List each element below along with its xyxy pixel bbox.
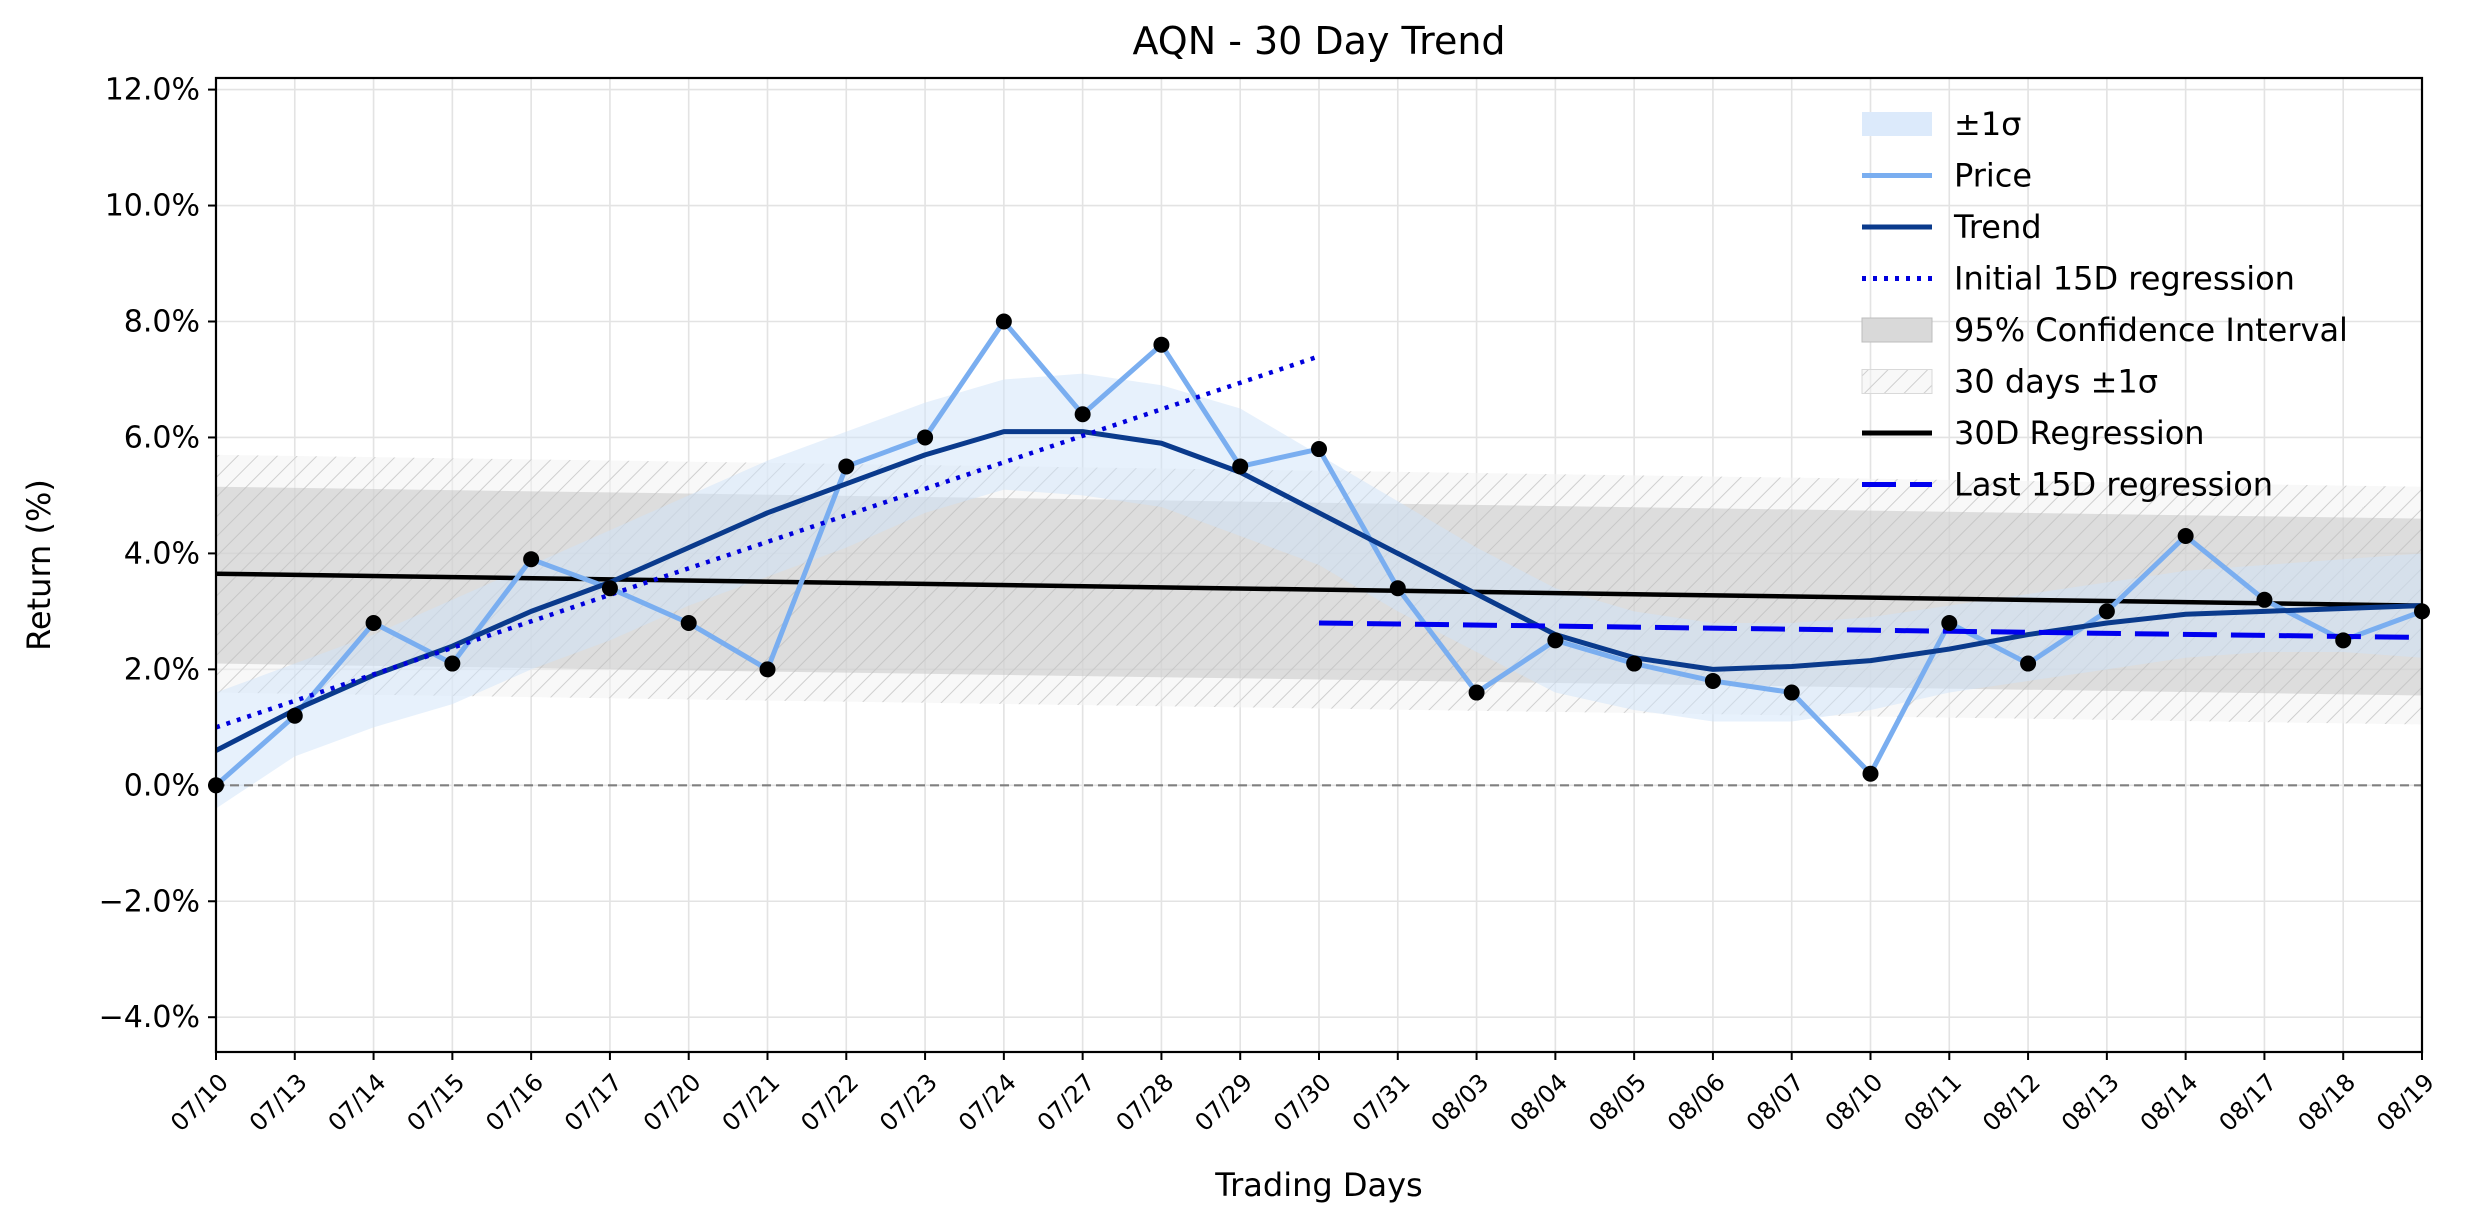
legend-swatch [1862,112,1932,136]
price-point [1468,684,1485,701]
price-point [1862,765,1879,782]
price-point [1153,336,1170,353]
legend-label: ±1σ [1954,105,2021,143]
price-point [601,580,618,597]
x-tick-label: 08/11 [1898,1068,1967,1137]
legend-label: 95% Confidence Interval [1954,311,2348,349]
x-tick-label: 08/17 [2214,1068,2283,1137]
price-point [1547,632,1564,649]
initial-15d-regression-line [216,354,1320,730]
price-point [2177,528,2194,545]
price-point [2335,632,2352,649]
x-tick-label: 08/13 [2056,1068,2125,1137]
legend-label: Last 15D regression [1954,466,2273,504]
legend: ±1σ Price Trend Initial 15D regression 95% C… [1861,105,2348,504]
price-point [680,614,697,631]
x-tick-label: 07/22 [795,1068,864,1137]
x-tick-label: 08/05 [1583,1068,1652,1137]
legend-label: 30D Regression [1954,414,2205,452]
legend-label: Price [1954,157,2032,195]
x-tick-label: 07/29 [1189,1068,1258,1137]
x-axis-label: Trading Days [1214,1166,1422,1204]
price-point [523,551,540,568]
x-tick-label: 08/07 [1741,1068,1810,1137]
legend-entry: Initial 15D regression [1862,260,2295,298]
y-tick-label: 2.0% [124,652,200,687]
x-tick-label: 07/24 [953,1068,1022,1137]
x-tick-label: 08/03 [1426,1068,1495,1137]
x-tick-label: 07/10 [165,1068,234,1137]
legend-entry: 30D Regression [1862,414,2205,452]
price-point [2256,591,2273,608]
y-tick-label: −2.0% [99,884,200,919]
price-point [286,707,303,724]
legend-entry: 30 days ±1σ [1861,363,2158,401]
x-tick-label: 07/27 [1032,1068,1101,1137]
price-point [365,614,382,631]
legend-entry: 95% Confidence Interval [1861,311,2348,349]
legend-label: 30 days ±1σ [1954,363,2158,401]
price-point [1626,655,1643,672]
x-tick-label: 07/13 [244,1068,313,1137]
y-axis-label: Return (%) [20,479,58,651]
y-tick-label: 12.0% [105,73,200,108]
price-point [838,458,855,475]
x-tick-label: 08/10 [1820,1068,1889,1137]
x-tick-label: 08/18 [2292,1068,2361,1137]
lines-layer [216,319,2422,788]
last-15d-regression-line [1318,620,2422,640]
x-tick-label: 07/20 [638,1068,707,1137]
legend-entry: Trend [1862,208,2042,246]
price-point [1389,580,1406,597]
y-tick-label: 0.0% [124,768,200,803]
y-tick-label: 4.0% [124,536,200,571]
x-tick-label: 07/31 [1347,1068,1416,1137]
price-point [2098,603,2115,620]
price-point [2020,655,2037,672]
y-tick-label: −4.0% [99,1000,200,1035]
chart-title: AQN - 30 Day Trend [1132,19,1505,63]
legend-label: Initial 15D regression [1954,260,2295,298]
legend-swatch [1861,317,1933,343]
x-tick-label: 07/14 [323,1068,392,1137]
y-tick-label: 8.0% [124,305,200,340]
price-point [995,313,1012,330]
price-point [1704,672,1721,689]
legend-label: Trend [1953,208,2042,246]
price-point [1232,458,1249,475]
x-tick-label: 07/21 [717,1068,786,1137]
x-tick-label: 08/04 [1505,1068,1574,1137]
legend-entry: Price [1862,157,2032,195]
price-point [759,661,776,678]
x-tick-label: 07/16 [480,1068,549,1137]
legend-entry: Last 15D regression [1862,466,2273,504]
x-axis-ticks: 07/10 07/13 07/14 07/15 07/16 07/17 07/20 07/21… [165,1052,2440,1137]
price-point [917,429,934,446]
band-sigma [216,373,2422,809]
x-tick-label: 07/23 [874,1068,943,1137]
price-point [1074,406,1091,423]
x-tick-label: 07/17 [559,1068,628,1137]
x-tick-label: 08/06 [1662,1068,1731,1137]
x-tick-label: 08/12 [1977,1068,2046,1137]
x-tick-label: 08/14 [2135,1068,2204,1137]
price-point [444,655,461,672]
x-tick-label: 07/28 [1111,1068,1180,1137]
x-tick-label: 08/19 [2371,1068,2440,1137]
x-tick-label: 07/15 [402,1068,471,1137]
y-tick-label: 6.0% [124,420,200,455]
y-tick-label: 10.0% [105,189,200,224]
x-tick-label: 07/30 [1268,1068,1337,1137]
legend-swatch [1861,369,1933,394]
y-axis-ticks: −4.0% −2.0% 0.0% 2.0% 4.0% 6.0% 8.0% 10.0% 12.0% [99,73,216,1035]
price-point [1941,614,1958,631]
legend-entry: ±1σ [1862,105,2021,143]
price-point [1783,684,1800,701]
price-point [1311,441,1327,458]
